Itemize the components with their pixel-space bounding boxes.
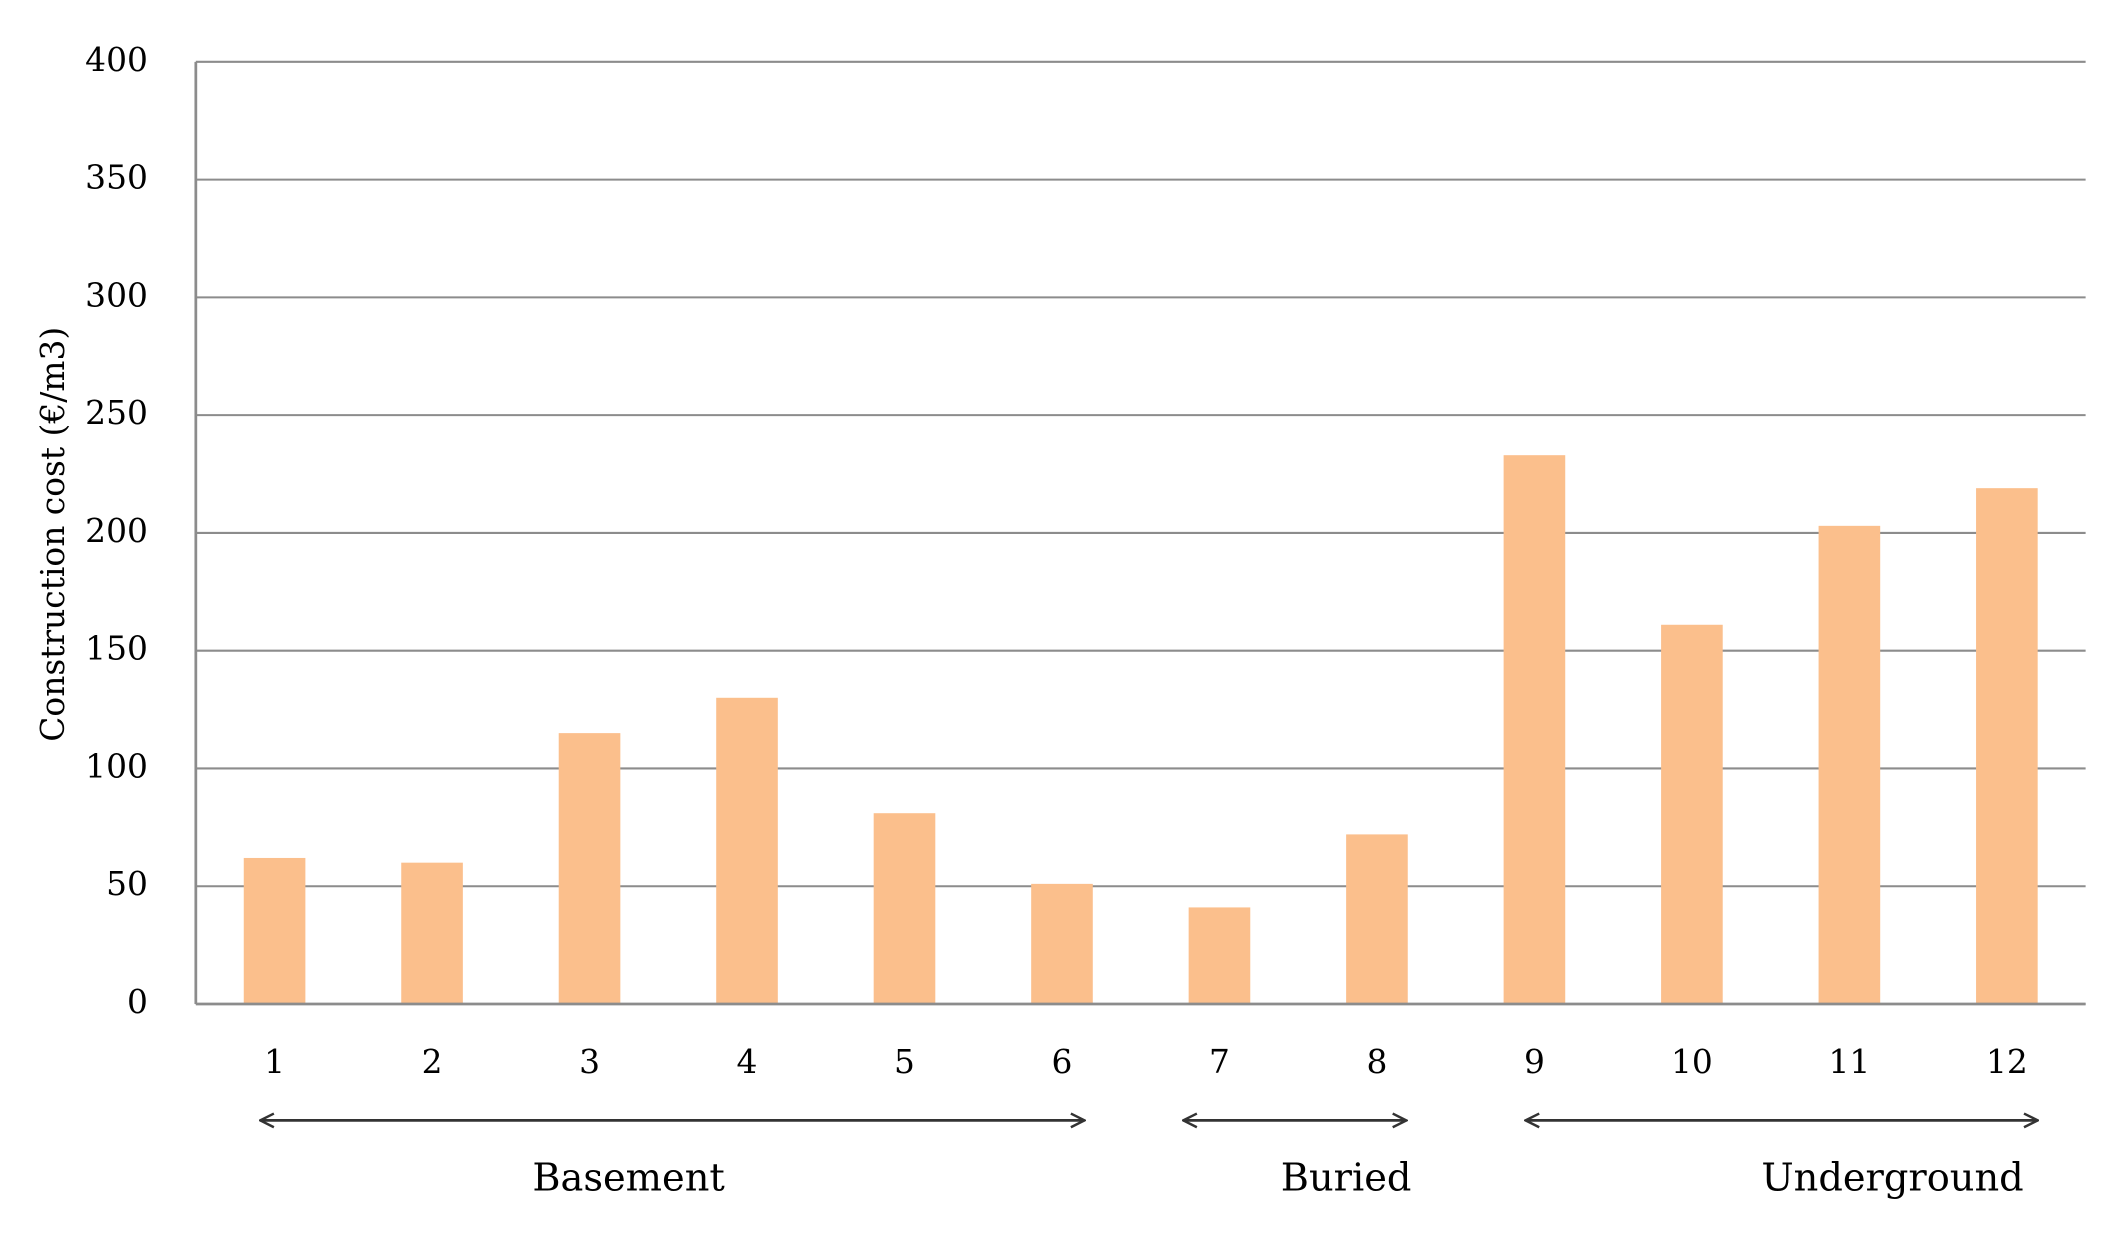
x-tick-label: 9 — [1524, 1042, 1545, 1081]
bar — [401, 862, 463, 1004]
x-tick-label: 7 — [1209, 1042, 1230, 1081]
x-tick-label: 4 — [737, 1042, 758, 1081]
x-tick-label: 8 — [1366, 1042, 1387, 1081]
y-axis-label: Construction cost (€/m3) — [33, 327, 72, 742]
bar — [1818, 525, 1881, 1004]
bar — [1346, 834, 1408, 1004]
x-tick-label: 1 — [264, 1042, 285, 1081]
bar — [243, 857, 306, 1004]
group-label: Buried — [1281, 1156, 1412, 1201]
bar — [558, 733, 621, 1004]
bar — [1976, 488, 2038, 1004]
x-tick-label: 2 — [422, 1042, 443, 1081]
x-tick-label: 6 — [1052, 1042, 1073, 1081]
x-tick-label: 3 — [579, 1042, 600, 1081]
y-tick-label: 400 — [85, 40, 148, 79]
bar — [1188, 907, 1251, 1004]
x-tick-label: 10 — [1671, 1042, 1713, 1081]
y-tick-label: 250 — [85, 393, 148, 432]
y-tick-label: 300 — [85, 275, 148, 314]
group-label: Underground — [1761, 1156, 2023, 1201]
bar — [873, 813, 936, 1004]
x-tick-label: 11 — [1828, 1042, 1870, 1081]
group-label: Basement — [532, 1156, 725, 1201]
y-tick-label: 50 — [106, 864, 148, 903]
y-tick-label: 0 — [127, 982, 148, 1021]
x-tick-label: 5 — [894, 1042, 915, 1081]
x-tick-label: 12 — [1986, 1042, 2028, 1081]
bar — [716, 697, 778, 1004]
bar — [1503, 455, 1566, 1004]
bar — [1031, 883, 1093, 1004]
y-tick-label: 150 — [85, 629, 148, 668]
y-tick-label: 200 — [85, 511, 148, 550]
bar — [1661, 624, 1723, 1004]
y-tick-label: 100 — [85, 746, 148, 785]
y-tick-label: 350 — [85, 158, 148, 197]
